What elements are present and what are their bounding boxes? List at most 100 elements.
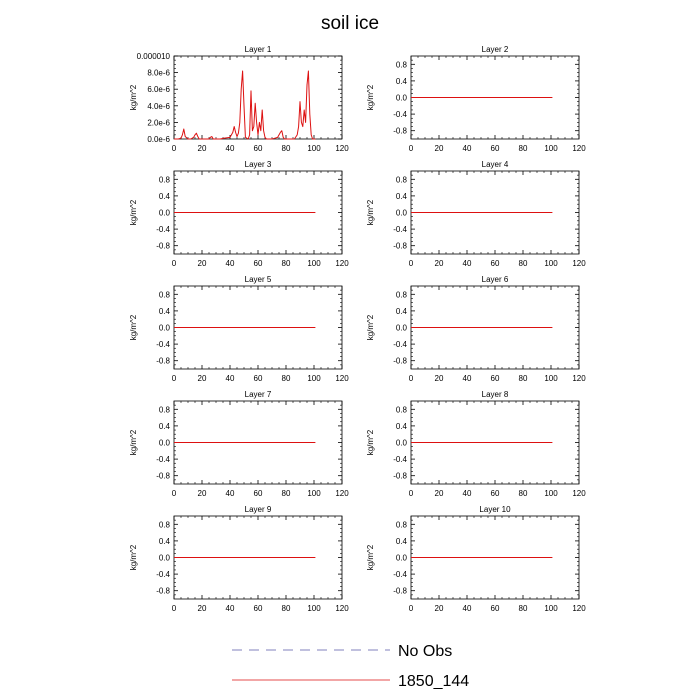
panel-title: Layer 7: [245, 390, 272, 399]
y-tick-label: 0.4: [396, 77, 408, 86]
y-tick-label: 0.4: [396, 307, 408, 316]
panel-layer-2: Layer 2 0 20 40 60 80 100 120 -0.8 -0.4 0.0 0.4 0.8 k…: [366, 45, 586, 153]
y-tick-label: 6.0e-6: [147, 85, 170, 94]
panel-layer-10: Layer 10 0 20 40 60 80 100 120 -0.8 -0.4 0.0 0.4 0.8…: [366, 505, 586, 613]
y-tick-label: 2.0e-6: [147, 118, 170, 127]
x-tick-label: 120: [335, 604, 349, 613]
x-tick-label: 100: [307, 144, 321, 153]
x-tick-label: 20: [435, 489, 444, 498]
y-tick-label: 0.000010: [137, 52, 171, 61]
x-tick-label: 20: [435, 259, 444, 268]
x-tick-label: 100: [307, 374, 321, 383]
y-axis-label: kg/m^2: [129, 544, 138, 570]
x-tick-label: 40: [463, 259, 472, 268]
x-tick-label: 60: [491, 144, 500, 153]
x-tick-label: 40: [463, 374, 472, 383]
x-tick-label: 40: [226, 144, 235, 153]
panel-title: Layer 8: [482, 390, 509, 399]
x-tick-label: 40: [226, 489, 235, 498]
y-tick-label: -0.8: [393, 242, 407, 251]
x-tick-label: 80: [282, 144, 291, 153]
y-tick-label: 0.8: [159, 175, 171, 184]
y-tick-label: 0.4: [159, 422, 171, 431]
x-tick-label: 100: [307, 259, 321, 268]
x-tick-label: 80: [519, 374, 528, 383]
x-tick-label: 80: [519, 259, 528, 268]
y-tick-label: -0.8: [156, 242, 170, 251]
panel-title: Layer 6: [482, 275, 509, 284]
y-axis-label: kg/m^2: [129, 199, 138, 225]
y-tick-label: -0.8: [156, 587, 170, 596]
x-tick-label: 60: [254, 374, 263, 383]
panel-layer-7: Layer 7 0 20 40 60 80 100 120 -0.8 -0.4 0.0 0.4 0.8 k…: [129, 390, 349, 498]
y-tick-label: -0.8: [393, 357, 407, 366]
y-axis-label: kg/m^2: [129, 314, 138, 340]
y-tick-label: -0.4: [393, 455, 407, 464]
x-tick-label: 0: [172, 604, 177, 613]
x-tick-label: 60: [254, 604, 263, 613]
x-tick-label: 80: [519, 144, 528, 153]
y-tick-label: 4.0e-6: [147, 102, 170, 111]
y-tick-label: 0.0: [159, 324, 171, 333]
y-tick-label: 0.0: [396, 554, 408, 563]
y-tick-label: 0.4: [159, 307, 171, 316]
x-tick-label: 60: [491, 259, 500, 268]
y-axis-label: kg/m^2: [129, 429, 138, 455]
y-tick-label: 0.8: [396, 175, 408, 184]
y-axis-label: kg/m^2: [366, 199, 375, 225]
y-tick-label: -0.4: [393, 570, 407, 579]
plot-frame: [173, 55, 343, 140]
x-tick-label: 80: [282, 489, 291, 498]
x-tick-label: 20: [198, 604, 207, 613]
series-line-1850-144: [174, 70, 316, 140]
y-tick-label: -0.4: [156, 340, 170, 349]
x-tick-label: 20: [198, 144, 207, 153]
panel-layer-4: Layer 4 0 20 40 60 80 100 120 -0.8 -0.4 0.0 0.4 0.8 k…: [366, 160, 586, 268]
y-axis-label: kg/m^2: [129, 84, 138, 110]
x-tick-label: 20: [198, 259, 207, 268]
x-tick-label: 60: [254, 489, 263, 498]
y-tick-label: 0.0: [396, 324, 408, 333]
x-tick-label: 100: [544, 604, 558, 613]
panel-layer-9: Layer 9 0 20 40 60 80 100 120 -0.8 -0.4 0.0 0.4 0.8 k…: [129, 505, 349, 613]
y-tick-label: 0.8: [396, 405, 408, 414]
x-tick-label: 100: [307, 489, 321, 498]
y-tick-label: 0.0: [159, 554, 171, 563]
x-tick-label: 120: [335, 259, 349, 268]
x-tick-label: 0: [409, 374, 414, 383]
x-tick-label: 0: [172, 259, 177, 268]
y-tick-label: -0.8: [156, 357, 170, 366]
y-tick-label: 0.4: [396, 422, 408, 431]
x-tick-label: 20: [198, 489, 207, 498]
panel-title: Layer 3: [245, 160, 272, 169]
panel-layer-6: Layer 6 0 20 40 60 80 100 120 -0.8 -0.4 0.0 0.4 0.8 k…: [366, 275, 586, 383]
x-tick-label: 0: [172, 489, 177, 498]
legend-label-1850-144: 1850_144: [398, 673, 469, 690]
x-tick-label: 120: [572, 374, 586, 383]
x-tick-label: 0: [172, 374, 177, 383]
figure-title: soil ice: [321, 13, 379, 34]
x-tick-label: 60: [254, 144, 263, 153]
x-tick-label: 80: [519, 604, 528, 613]
panel-title: Layer 2: [482, 45, 509, 54]
y-tick-label: 0.0: [396, 439, 408, 448]
x-tick-label: 20: [435, 374, 444, 383]
y-tick-label: -0.8: [156, 472, 170, 481]
y-tick-label: 0.8: [396, 520, 408, 529]
x-tick-label: 100: [544, 489, 558, 498]
x-tick-label: 0: [409, 489, 414, 498]
y-tick-label: 0.4: [159, 192, 171, 201]
y-tick-label: -0.4: [156, 570, 170, 579]
y-axis-label: kg/m^2: [366, 429, 375, 455]
y-tick-label: 0.0: [396, 209, 408, 218]
x-tick-label: 0: [409, 259, 414, 268]
y-tick-label: -0.4: [393, 110, 407, 119]
x-tick-label: 80: [519, 489, 528, 498]
y-tick-label: 0.0: [159, 209, 171, 218]
x-tick-label: 120: [572, 259, 586, 268]
panel-title: Layer 1: [245, 45, 272, 54]
panel-layer-5: Layer 5 0 20 40 60 80 100 120 -0.8 -0.4 0.0 0.4 0.8 k…: [129, 275, 349, 383]
y-axis-label: kg/m^2: [366, 544, 375, 570]
y-tick-label: -0.4: [393, 340, 407, 349]
x-tick-label: 0: [409, 144, 414, 153]
